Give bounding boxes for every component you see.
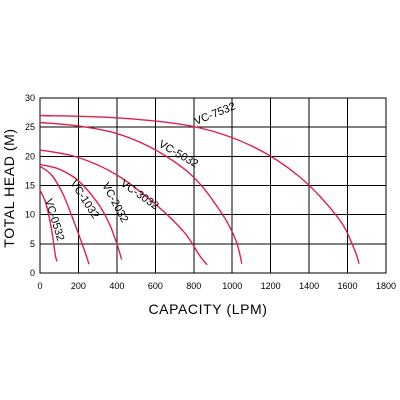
x-axis-title: CAPACITY (LPM) [148,301,267,317]
x-tick-label: 0 [37,281,42,291]
x-tick-label: 400 [109,281,124,291]
x-tick-label: 1200 [261,281,281,291]
series-curve-vc-2032 [39,163,123,260]
x-tick-label: 1000 [222,281,242,291]
y-tick-label: 5 [30,239,35,249]
x-tick-label: 1800 [376,281,396,291]
x-tick-label: 1600 [338,281,358,291]
plot-frame [39,97,387,274]
y-tick-label: 15 [25,181,35,191]
y-tick-label: 25 [25,122,35,132]
curves [39,114,360,266]
y-tick-label: 0 [30,268,35,278]
x-tick-label: 1400 [299,281,319,291]
x-tick-label: 200 [71,281,86,291]
series-label-vc-0532: VC-0532 [42,197,66,242]
series-curve-vc-0532 [39,189,58,262]
x-tick-label: 800 [186,281,201,291]
y-axis-title: TOTAL HEAD (M) [1,128,17,247]
y-tick-label: 10 [25,210,35,220]
y-tick-label: 20 [25,151,35,161]
y-tick-label: 30 [25,93,35,103]
series-curve-vc-5032 [39,121,243,264]
series-curve-vc-1032 [39,165,90,265]
series-curve-vc-7532 [39,114,360,264]
tick-labels: 0 200 400 600 800 1000 1200 1400 1600 1800 0 5 10 15 2… [25,93,396,291]
series-curve-vc-3032 [39,149,208,266]
series-label-vc-7532: VC-7532 [193,100,238,127]
grid [39,97,387,274]
series-labels: VC-0532 VC-1032VC-2032VC-3032VC-5032VC-75… [42,100,237,242]
x-tick-label: 600 [148,281,163,291]
